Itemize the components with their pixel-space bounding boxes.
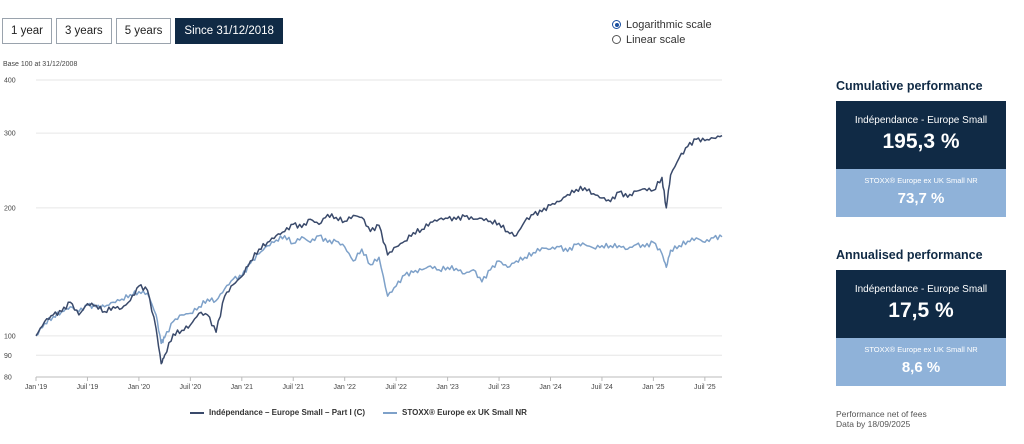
scale-option-linear[interactable]: Linear scale	[612, 33, 712, 46]
legend-label-fund: Indépendance – Europe Small – Part I (C)	[209, 408, 366, 417]
y-tick-label-90: 90	[4, 353, 12, 360]
period-selector: 1 year 3 years 5 years Since 31/12/2018	[2, 18, 283, 44]
period-button-5-years[interactable]: 5 years	[115, 18, 172, 44]
period-button-1-year[interactable]: 1 year	[2, 18, 52, 44]
legend-swatch-benchmark	[383, 411, 398, 414]
annualised-benchmark-name: STOXX® Europe ex UK Small NR	[864, 345, 978, 354]
x-tick-label-13: Juil '25	[694, 384, 716, 391]
cumulative-fund-name: Indépendance - Europe Small	[854, 115, 988, 126]
legend-item-fund[interactable]: Indépendance – Europe Small – Part I (C)	[190, 408, 365, 417]
x-tick-label-7: Juil '22	[385, 384, 407, 391]
annualised-performance-panel: Annualised performance Indépendance - Eu…	[836, 248, 1006, 386]
y-tick-label-400: 400	[4, 78, 16, 85]
series-line-fund	[35, 134, 723, 365]
x-tick-label-0: Jan '19	[25, 384, 47, 391]
period-button-since-inception[interactable]: Since 31/12/2018	[175, 18, 283, 44]
y-tick-label-200: 200	[4, 205, 16, 212]
x-tick-label-2: Jan '20	[128, 384, 150, 391]
cumulative-benchmark-value: 73,7 %	[897, 190, 945, 207]
footnote: Performance net of fees Data by 18/09/20…	[836, 409, 927, 429]
legend-item-benchmark[interactable]: STOXX® Europe ex UK Small NR	[383, 408, 527, 417]
annualised-performance-title: Annualised performance	[836, 248, 983, 262]
cumulative-performance-panel: Cumulative performance Indépendance - Eu…	[836, 79, 1006, 217]
y-tick-label-300: 300	[4, 131, 16, 138]
legend-label-benchmark: STOXX® Europe ex UK Small NR	[402, 408, 527, 417]
footnote-date: Data by 18/09/2025	[836, 419, 911, 429]
annualised-fund-value: 17,5 %	[888, 299, 954, 322]
radio-linear[interactable]	[612, 35, 621, 44]
x-tick-label-10: Jan '24	[539, 384, 561, 391]
x-tick-label-11: Juil '24	[591, 384, 613, 391]
annualised-fund-name: Indépendance - Europe Small	[854, 284, 988, 295]
scale-options: Logarithmic scale Linear scale	[612, 18, 712, 48]
scale-option-logarithmic[interactable]: Logarithmic scale	[612, 18, 712, 31]
legend-swatch-fund	[190, 411, 204, 414]
x-tick-label-4: Jan '21	[231, 384, 253, 391]
chart-series	[35, 134, 723, 365]
x-tick-label-6: Jan '22	[334, 384, 356, 391]
annualised-fund-box: Indépendance - Europe Small 17,5 %	[836, 270, 1006, 338]
base-note: Base 100 at 31/12/2008	[3, 61, 78, 68]
scale-option-logarithmic-label: Logarithmic scale	[626, 18, 712, 31]
chart-gridlines	[36, 79, 722, 378]
x-tick-label-3: Juil '20	[180, 384, 202, 391]
cumulative-performance-title: Cumulative performance	[836, 79, 983, 93]
x-tick-label-1: Juil '19	[77, 384, 99, 391]
chart-y-axis: 80 90 100 200 300 400	[4, 78, 16, 382]
footnote-fees: Performance net of fees	[836, 409, 927, 419]
annualised-benchmark-box: STOXX® Europe ex UK Small NR 8,6 %	[836, 338, 1006, 386]
x-tick-label-5: Juil '21	[282, 384, 304, 391]
chart-x-axis: Jan '19 Juil '19 Jan '20 Juil '20 Jan '21 Jui…	[25, 377, 716, 391]
chart-legend: Indépendance – Europe Small – Part I (C)…	[190, 408, 527, 417]
cumulative-benchmark-box: STOXX® Europe ex UK Small NR 73,7 %	[836, 169, 1006, 217]
scale-option-linear-label: Linear scale	[626, 33, 686, 46]
cumulative-benchmark-name: STOXX® Europe ex UK Small NR	[864, 176, 978, 185]
annualised-benchmark-value: 8,6 %	[901, 359, 941, 376]
series-line-benchmark	[35, 234, 723, 345]
y-tick-label-80: 80	[4, 375, 12, 382]
x-tick-label-12: Jan '25	[642, 384, 664, 391]
x-tick-label-8: Jan '23	[436, 384, 458, 391]
y-tick-label-100: 100	[4, 333, 16, 340]
radio-logarithmic[interactable]	[612, 20, 621, 29]
period-button-3-years[interactable]: 3 years	[55, 18, 112, 44]
cumulative-fund-box: Indépendance - Europe Small 195,3 %	[836, 101, 1006, 169]
x-tick-label-9: Juil '23	[488, 384, 510, 391]
cumulative-fund-value: 195,3 %	[882, 130, 960, 153]
